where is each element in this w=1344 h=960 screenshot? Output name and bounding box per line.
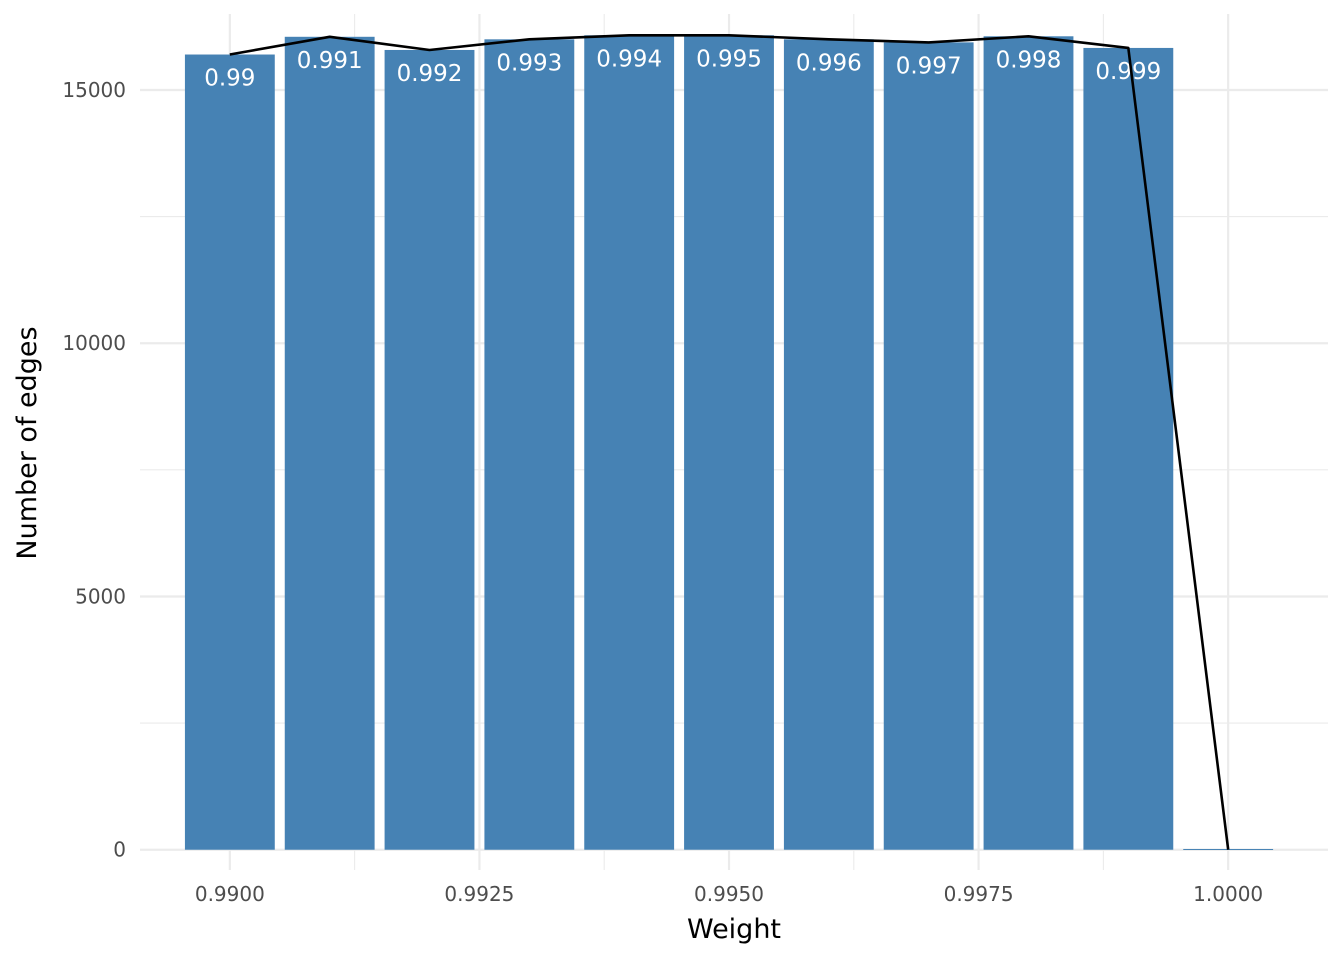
x-tick-label: 0.9975: [944, 882, 1014, 906]
y-tick-label: 15000: [62, 78, 126, 102]
bar: [484, 39, 575, 850]
bar: [384, 49, 475, 850]
bar-value-label: 0.996: [796, 50, 862, 76]
y-tick-label: 10000: [62, 331, 126, 355]
bar-value-label: 0.991: [297, 48, 363, 74]
overlay-line: [229, 33, 1230, 850]
bar: [983, 36, 1074, 850]
y-tick-label: 5000: [75, 584, 126, 608]
y-tick-label: 0: [113, 838, 126, 862]
x-tick-label: 0.9925: [444, 882, 514, 906]
bars: [184, 35, 1274, 850]
bar: [184, 54, 275, 850]
bar: [1083, 47, 1174, 850]
bar-value-label: 0.998: [996, 47, 1062, 73]
x-axis-title: Weight: [687, 914, 781, 945]
x-axis-ticks: 0.9900 0.9925 0.9950 0.9975 1.0000: [195, 882, 1263, 906]
overlay-line-group: [229, 33, 1230, 850]
x-tick-label: 1.0000: [1193, 882, 1263, 906]
bar: [684, 35, 774, 850]
bar-value-label: 0.993: [496, 50, 562, 76]
bar-value-label: 0.995: [696, 46, 762, 72]
bar: [783, 39, 874, 850]
bar: [883, 42, 974, 850]
x-tick-label: 0.9950: [694, 882, 764, 906]
bar-labels: 0.99 0.991 0.992 0.993 0.994 0.995 0.996 0.997 0…: [204, 46, 1161, 91]
bar-value-label: 0.994: [596, 46, 662, 72]
bar: [284, 36, 375, 850]
bar: [584, 35, 675, 850]
bar-value-label: 0.999: [1095, 59, 1161, 85]
bar-value-label: 0.997: [896, 53, 962, 79]
y-axis-title: Number of edges: [12, 326, 43, 559]
bar-value-label: 0.992: [397, 61, 463, 87]
x-tick-label: 0.9900: [195, 882, 265, 906]
bar-value-label: 0.99: [204, 66, 255, 92]
y-axis-ticks: 0 5000 10000 15000: [62, 78, 126, 862]
